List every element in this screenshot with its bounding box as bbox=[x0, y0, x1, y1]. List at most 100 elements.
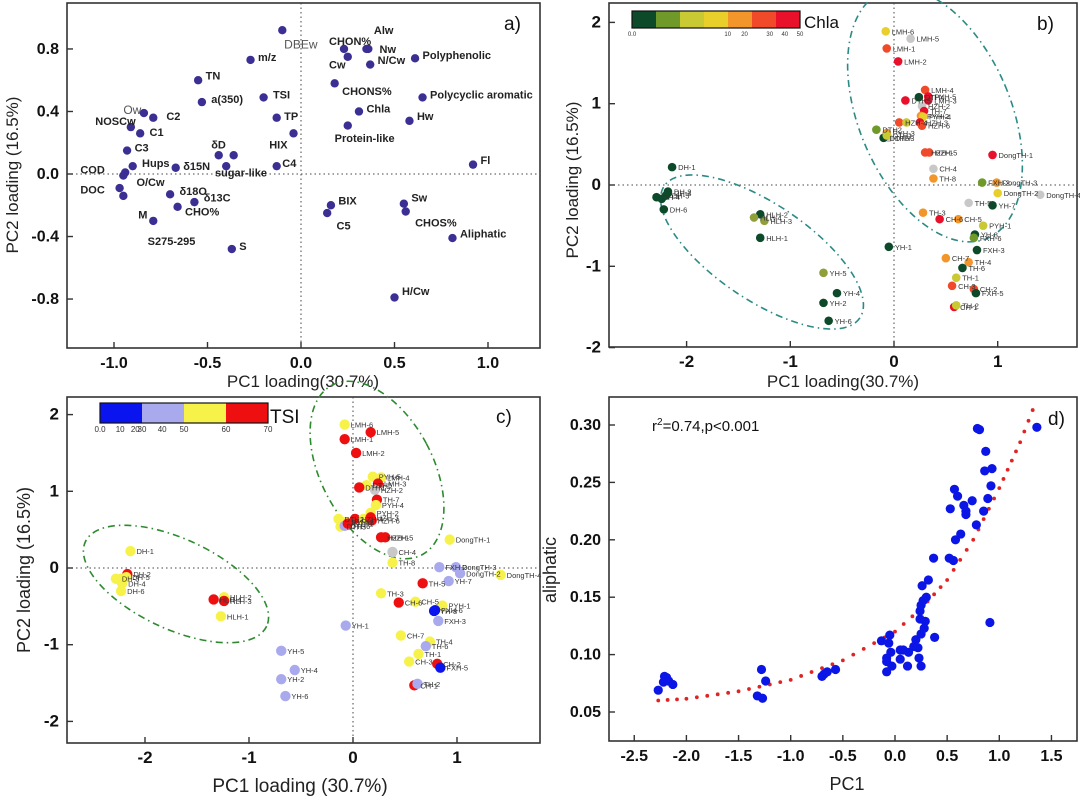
sample-label: TH-4 bbox=[436, 638, 453, 647]
y-tick-label: -1 bbox=[44, 635, 59, 654]
regression-point bbox=[972, 423, 982, 434]
loading-label: HIX bbox=[269, 139, 288, 151]
sample-label: HLH-3 bbox=[770, 217, 792, 226]
sample-label: CH-3 bbox=[415, 658, 433, 667]
sample-point bbox=[893, 57, 903, 66]
loading-label: H/Cw bbox=[402, 286, 430, 298]
sample-label: LMH-5 bbox=[917, 35, 940, 44]
loading-label: Hw bbox=[417, 111, 434, 123]
sample-point bbox=[882, 131, 892, 140]
sample-label: DTH1 bbox=[893, 131, 913, 140]
sample-label: FXH-5 bbox=[982, 289, 1004, 298]
regression-point bbox=[921, 592, 931, 602]
fit-dot bbox=[799, 674, 804, 678]
regression-point bbox=[980, 466, 990, 476]
regression-point bbox=[913, 643, 923, 653]
sample-label: CH-5 bbox=[964, 215, 982, 224]
sample-label: CH-4 bbox=[939, 165, 957, 174]
y-tick-label: 0 bbox=[50, 558, 59, 577]
panel-d-fit-line bbox=[656, 408, 1035, 703]
sample-label: DH-5 bbox=[132, 573, 150, 582]
sample-label: DH-1 bbox=[678, 163, 696, 172]
sample-point bbox=[380, 532, 391, 543]
regression-point bbox=[756, 664, 767, 675]
loading-label: Fl bbox=[481, 155, 491, 167]
sample-label: YH-2 bbox=[287, 675, 304, 684]
colorbar-tick-label: 10 bbox=[724, 32, 731, 38]
sample-label: PYH-5 bbox=[379, 473, 401, 482]
sample-point bbox=[988, 201, 997, 210]
sample-point bbox=[429, 604, 441, 616]
loading-label: Sw bbox=[411, 192, 427, 204]
sample-label: YH-6 bbox=[291, 692, 308, 701]
sample-label: LMH-6 bbox=[892, 27, 915, 36]
loading-label: S bbox=[239, 241, 246, 253]
sample-label: LMH-1 bbox=[893, 44, 916, 53]
sample-label: YH-4 bbox=[843, 289, 860, 298]
sample-label: DH-3 bbox=[122, 575, 140, 584]
x-tick-label: 0 bbox=[348, 748, 357, 767]
panel-a-label: a) bbox=[504, 14, 521, 35]
panel-b-label: b) bbox=[1037, 14, 1054, 35]
colorbar-frame bbox=[99, 402, 269, 424]
sample-label: HLH-1 bbox=[766, 234, 788, 243]
sample-point bbox=[819, 298, 828, 308]
sample-label: FXH-3 bbox=[983, 246, 1005, 255]
colorbar-tick-label: 20 bbox=[741, 32, 748, 38]
loading-label: Ow bbox=[123, 103, 141, 117]
loading-label: m/z bbox=[258, 52, 277, 64]
sample-label: FXH-5 bbox=[446, 664, 468, 673]
fit-dot bbox=[665, 698, 670, 702]
sample-point bbox=[435, 662, 446, 673]
sample-label: TH-4 bbox=[975, 258, 992, 267]
sample-label: DTH6 bbox=[890, 134, 910, 143]
sample-label: CH-1 bbox=[960, 303, 978, 312]
panel-a-x-axis-label: PC1 loading(30.7%) bbox=[227, 372, 379, 391]
fit-dot bbox=[675, 697, 679, 702]
loading-label: CHO% bbox=[185, 207, 219, 219]
colorbar-tick-label: 50 bbox=[797, 32, 804, 38]
x-tick-label: -2.5 bbox=[620, 748, 648, 765]
sample-label: TH-7 bbox=[930, 107, 947, 116]
sample-point bbox=[116, 578, 128, 589]
sample-label: HZH-4 bbox=[905, 118, 927, 127]
loading-point bbox=[401, 207, 410, 216]
fit-dot bbox=[840, 658, 845, 663]
loading-point bbox=[390, 293, 399, 302]
sample-point bbox=[953, 214, 963, 224]
loading-point bbox=[139, 108, 149, 118]
loading-label: O/Cw bbox=[136, 177, 165, 189]
x-tick-label: -0.5 bbox=[194, 355, 222, 372]
loading-label: TN bbox=[206, 71, 221, 83]
loading-label: a(350) bbox=[211, 94, 243, 106]
sample-label: CH-6 bbox=[946, 215, 964, 224]
sample-label: DTH5 bbox=[373, 481, 393, 490]
x-tick-label: 0 bbox=[889, 352, 898, 371]
panel-a-zero-lines bbox=[67, 3, 540, 348]
sample-label: TH-5 bbox=[429, 579, 446, 588]
sample-point bbox=[917, 121, 927, 130]
regression-point bbox=[884, 638, 894, 648]
y-tick-label: 1 bbox=[50, 481, 59, 500]
loading-point bbox=[197, 97, 207, 107]
sample-label: TH-1 bbox=[425, 650, 442, 659]
sample-label: CH-1 bbox=[420, 681, 438, 690]
fit-dot bbox=[788, 677, 793, 682]
sample-label: YH-8 bbox=[440, 607, 457, 616]
sample-point bbox=[884, 242, 894, 252]
sample-point bbox=[454, 568, 466, 579]
loading-label: CHON% bbox=[329, 36, 371, 48]
regression-point bbox=[956, 529, 966, 539]
fit-dot bbox=[971, 537, 976, 542]
loading-point bbox=[272, 113, 281, 122]
x-tick-label: 0.5 bbox=[936, 748, 958, 765]
sample-label: YH-1 bbox=[895, 243, 912, 252]
y-tick-label: 0.10 bbox=[570, 647, 601, 664]
sample-point bbox=[988, 150, 997, 160]
sample-label: TH-6 bbox=[432, 642, 449, 651]
sample-label: YH-7 bbox=[455, 577, 472, 586]
sample-point bbox=[819, 268, 828, 278]
sample-label: TH-3 bbox=[929, 209, 946, 218]
